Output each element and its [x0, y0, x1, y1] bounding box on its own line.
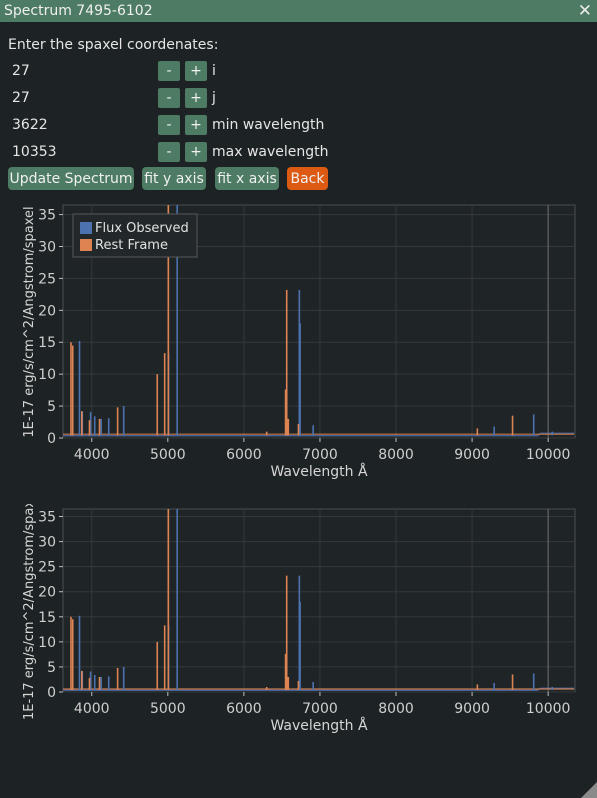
x-tick-label: 9000	[454, 701, 490, 717]
x-tick-label: 4000	[74, 447, 110, 463]
x-axis-label: Wavelength Å	[270, 717, 368, 734]
window-title: Spectrum 7495-6102	[4, 3, 153, 19]
min-wavelength-input[interactable]: 3622	[12, 117, 48, 133]
y-tick-label: 35	[38, 510, 56, 526]
j-decrement-button[interactable]: -	[158, 88, 180, 108]
fit-x-axis-button[interactable]: fit x axis	[215, 167, 279, 190]
x-tick-label: 10000	[526, 447, 571, 463]
max-wavelength-increment-button[interactable]: +	[185, 142, 207, 162]
plot-frame	[62, 508, 576, 693]
y-tick-label: 15	[38, 335, 56, 351]
x-tick-label: 6000	[226, 701, 262, 717]
field-row-j: 27 - + j	[0, 87, 597, 109]
continuum-observed	[63, 687, 575, 691]
i-increment-button[interactable]: +	[185, 61, 207, 81]
j-input[interactable]: 27	[12, 90, 30, 106]
legend-swatch-observed	[80, 222, 92, 234]
i-input[interactable]: 27	[12, 63, 30, 79]
x-tick-label: 8000	[378, 447, 414, 463]
x-tick-label: 8000	[378, 701, 414, 717]
j-increment-button[interactable]: +	[185, 88, 207, 108]
spectrum-plot-top[interactable]: 4000 5000 6000 7000 8000 9000 10000 0 5 10 15 20 25 3…	[0, 200, 597, 490]
y-tick-label: 10	[38, 367, 56, 383]
spectrum-plot-bottom[interactable]: 4000 5000 6000 7000 8000 9000 10000 0 5 10 15 20 25 3…	[0, 504, 597, 744]
y-axis-label: 1E-17 erg/s/cm^2/Angstrom/spaxel	[22, 206, 37, 437]
resize-grip-icon[interactable]	[581, 782, 597, 798]
y-tick-label: 25	[38, 560, 56, 576]
back-button[interactable]: Back	[287, 167, 328, 190]
field-row-i: 27 - + i	[0, 60, 597, 82]
legend-swatch-rest	[80, 239, 92, 251]
j-label: j	[212, 90, 216, 106]
x-tick-label: 9000	[454, 447, 490, 463]
x-tick-label: 7000	[302, 701, 338, 717]
y-tick-label: 30	[38, 535, 56, 551]
y-tick-label: 10	[38, 635, 56, 651]
max-wavelength-label: max wavelength	[212, 144, 329, 160]
x-tick-label: 5000	[150, 447, 186, 463]
update-spectrum-button[interactable]: Update Spectrum	[8, 167, 134, 190]
min-wavelength-increment-button[interactable]: +	[185, 115, 207, 135]
legend-box	[72, 213, 198, 258]
legend-label-rest: Rest Frame	[95, 238, 168, 253]
y-tick-label: 20	[38, 585, 56, 601]
y-tick-label: 35	[38, 208, 56, 224]
x-tick-label: 5000	[150, 701, 186, 717]
coordinates-prompt: Enter the spaxel coordenates:	[8, 37, 219, 53]
x-tick-label: 10000	[526, 701, 571, 717]
y-axis-label: 1E-17 erg/s/cm^2/Angstrom/spax	[22, 504, 37, 720]
field-row-min-wavelength: 3622 - + min wavelength	[0, 114, 597, 136]
x-tick-label: 7000	[302, 447, 338, 463]
max-wavelength-input[interactable]: 10353	[12, 144, 57, 160]
y-tick-label: 5	[47, 399, 56, 415]
y-tick-label: 30	[38, 239, 56, 255]
x-axis-label: Wavelength Å	[270, 463, 368, 480]
y-tick-label: 20	[38, 303, 56, 319]
x-tick-label: 4000	[74, 701, 110, 717]
x-tick-label: 6000	[226, 447, 262, 463]
y-tick-label: 0	[47, 431, 56, 447]
y-tick-label: 25	[38, 271, 56, 287]
field-row-max-wavelength: 10353 - + max wavelength	[0, 141, 597, 163]
y-tick-label: 15	[38, 610, 56, 626]
continuum-observed	[63, 432, 575, 437]
y-tick-label: 0	[47, 685, 56, 701]
fit-y-axis-button[interactable]: fit y axis	[142, 167, 206, 190]
title-bar: Spectrum 7495-6102 ✕	[0, 0, 597, 22]
close-icon[interactable]: ✕	[577, 1, 592, 21]
y-tick-label: 5	[47, 660, 56, 676]
min-wavelength-label: min wavelength	[212, 117, 325, 133]
max-wavelength-decrement-button[interactable]: -	[158, 142, 180, 162]
legend-label-observed: Flux Observed	[95, 221, 189, 236]
i-decrement-button[interactable]: -	[158, 61, 180, 81]
i-label: i	[212, 63, 216, 79]
min-wavelength-decrement-button[interactable]: -	[158, 115, 180, 135]
